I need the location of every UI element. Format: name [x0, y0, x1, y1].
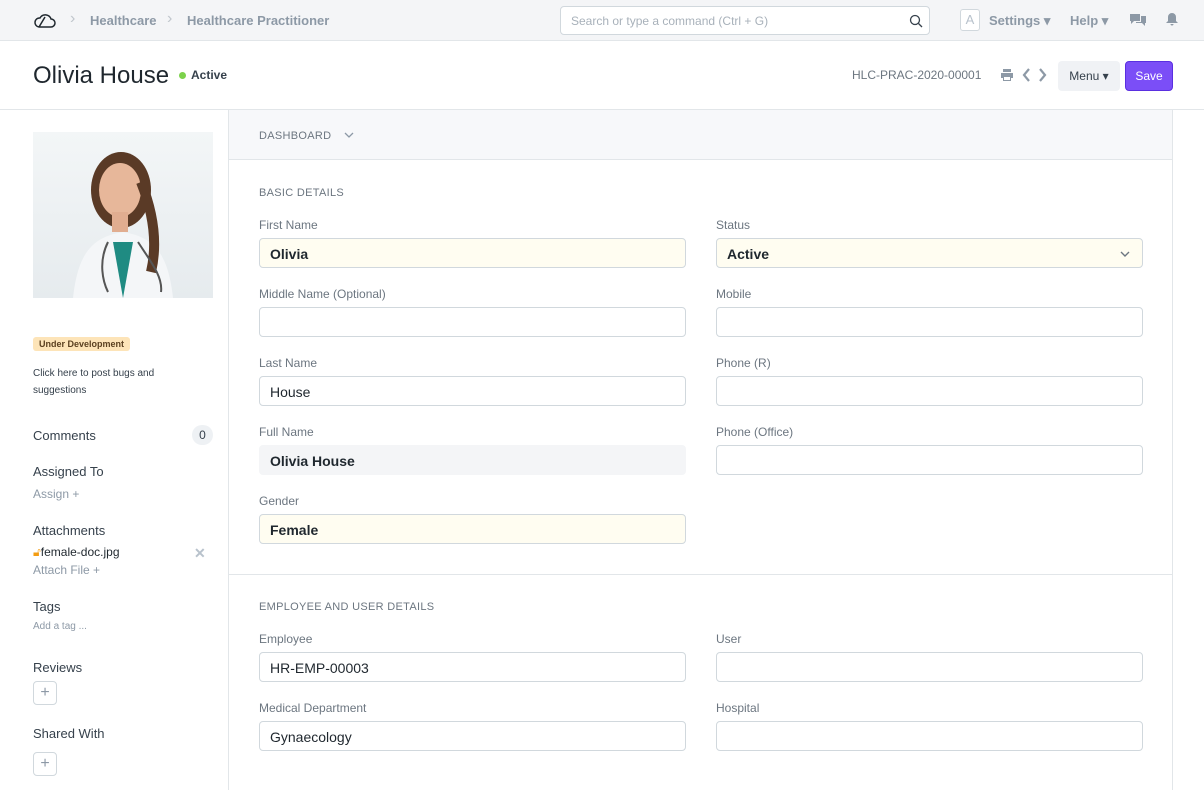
middle-name-field[interactable] — [259, 307, 686, 337]
dashboard-section[interactable]: DASHBOARD — [229, 110, 1172, 160]
form-main: DASHBOARD BASIC DETAILS First Name Olivi… — [228, 110, 1173, 790]
help-label: Help — [1070, 13, 1099, 28]
help-dropdown[interactable]: Help ▾ — [1070, 13, 1109, 28]
bug-text-line: Click here to post bugs and — [33, 368, 155, 379]
chevron-right-icon: › — [70, 10, 76, 27]
previous-record-icon[interactable] — [1022, 68, 1031, 82]
attachment-item[interactable]: 🔓︎female-doc.jpg — [33, 545, 120, 560]
breadcrumb-healthcare[interactable]: Healthcare — [90, 13, 157, 28]
settings-label: Settings — [989, 13, 1041, 28]
employee-field[interactable]: HR-EMP-00003 — [259, 652, 686, 682]
status-label: Status — [716, 218, 751, 232]
bug-text-line: suggestions — [33, 385, 87, 396]
add-share-button[interactable]: + — [33, 752, 57, 776]
next-record-icon[interactable] — [1038, 68, 1047, 82]
full-name-field: Olivia House — [259, 445, 686, 475]
search-placeholder: Search or type a command (Ctrl + G) — [571, 14, 769, 28]
menu-label: Menu — [1069, 69, 1100, 83]
assign-link[interactable]: Assign + — [33, 487, 79, 501]
bell-icon[interactable] — [1166, 12, 1178, 26]
search-input[interactable]: Search or type a command (Ctrl + G) — [560, 6, 930, 35]
status-value: Active — [727, 246, 770, 262]
mobile-field[interactable] — [716, 307, 1143, 337]
medical-department-field[interactable]: Gynaecology — [259, 721, 686, 751]
mobile-label: Mobile — [716, 287, 752, 301]
settings-dropdown[interactable]: Settings ▾ — [989, 13, 1051, 28]
plus-icon: + — [93, 563, 101, 577]
chevron-right-icon: › — [167, 10, 173, 27]
attach-file-label: Attach File — [33, 563, 90, 577]
last-name-field[interactable]: House — [259, 376, 686, 406]
medical-department-label: Medical Department — [259, 701, 367, 715]
status-badge: Active — [191, 68, 228, 82]
first-name-field[interactable]: Olivia — [259, 238, 686, 268]
phone-r-label: Phone (R) — [716, 356, 771, 370]
breadcrumb-healthcare-practitioner[interactable]: Healthcare Practitioner — [187, 13, 330, 28]
attachments-heading: Attachments — [33, 523, 106, 538]
gender-label: Gender — [259, 494, 300, 508]
status-indicator-dot — [179, 72, 186, 79]
remove-attachment-icon[interactable]: ✕ — [194, 545, 206, 561]
employee-details-heading: EMPLOYEE AND USER DETAILS — [259, 601, 435, 613]
save-button[interactable]: Save — [1125, 61, 1173, 91]
unlock-icon: 🔓︎ — [33, 545, 41, 559]
hospital-field[interactable] — [716, 721, 1143, 751]
assign-label: Assign — [33, 487, 70, 501]
section-divider — [229, 574, 1172, 575]
tags-heading: Tags — [33, 599, 61, 614]
doctor-image — [73, 152, 173, 298]
practitioner-photo[interactable] — [33, 132, 213, 298]
shared-with-heading: Shared With — [33, 726, 105, 741]
page-title: Olivia House — [33, 62, 170, 89]
phone-r-field[interactable] — [716, 376, 1143, 406]
comments-count: 0 — [192, 425, 213, 445]
gender-field[interactable]: Female — [259, 514, 686, 544]
basic-details-heading: BASIC DETAILS — [259, 187, 344, 199]
dashboard-heading: DASHBOARD — [259, 130, 332, 142]
add-review-button[interactable]: + — [33, 681, 57, 705]
status-select[interactable]: Active — [716, 238, 1143, 268]
attachment-filename: female-doc.jpg — [40, 545, 120, 559]
comments-label[interactable]: Comments — [33, 428, 96, 443]
plus-icon: + — [72, 487, 80, 501]
assigned-to-heading: Assigned To — [33, 464, 104, 479]
attach-file-link[interactable]: Attach File + — [33, 563, 100, 577]
employee-label: Employee — [259, 632, 313, 646]
navbar: › Healthcare › Healthcare Practitioner S… — [0, 0, 1204, 41]
print-icon[interactable] — [1000, 69, 1014, 81]
menu-button[interactable]: Menu ▾ — [1058, 61, 1120, 91]
document-id: HLC-PRAC-2020-00001 — [852, 68, 982, 82]
phone-office-label: Phone (Office) — [716, 425, 794, 439]
first-name-label: First Name — [259, 218, 318, 232]
user-label: User — [716, 632, 742, 646]
last-name-label: Last Name — [259, 356, 318, 370]
phone-office-field[interactable] — [716, 445, 1143, 475]
chevron-down-icon — [1120, 251, 1130, 257]
under-development-badge[interactable]: Under Development — [33, 337, 131, 351]
chevron-down-icon — [344, 132, 354, 138]
bug-report-link[interactable]: Click here to post bugs and suggestions — [33, 365, 154, 399]
search-icon — [909, 14, 923, 28]
chat-icon[interactable] — [1130, 13, 1146, 27]
hospital-label: Hospital — [716, 701, 760, 715]
cloud-logo-icon[interactable] — [33, 11, 57, 29]
full-name-label: Full Name — [259, 425, 314, 439]
reviews-heading: Reviews — [33, 660, 83, 675]
add-tag-input[interactable]: Add a tag ... — [33, 621, 87, 632]
user-avatar[interactable]: A — [960, 9, 980, 31]
middle-name-label: Middle Name (Optional) — [259, 287, 386, 301]
user-field[interactable] — [716, 652, 1143, 682]
